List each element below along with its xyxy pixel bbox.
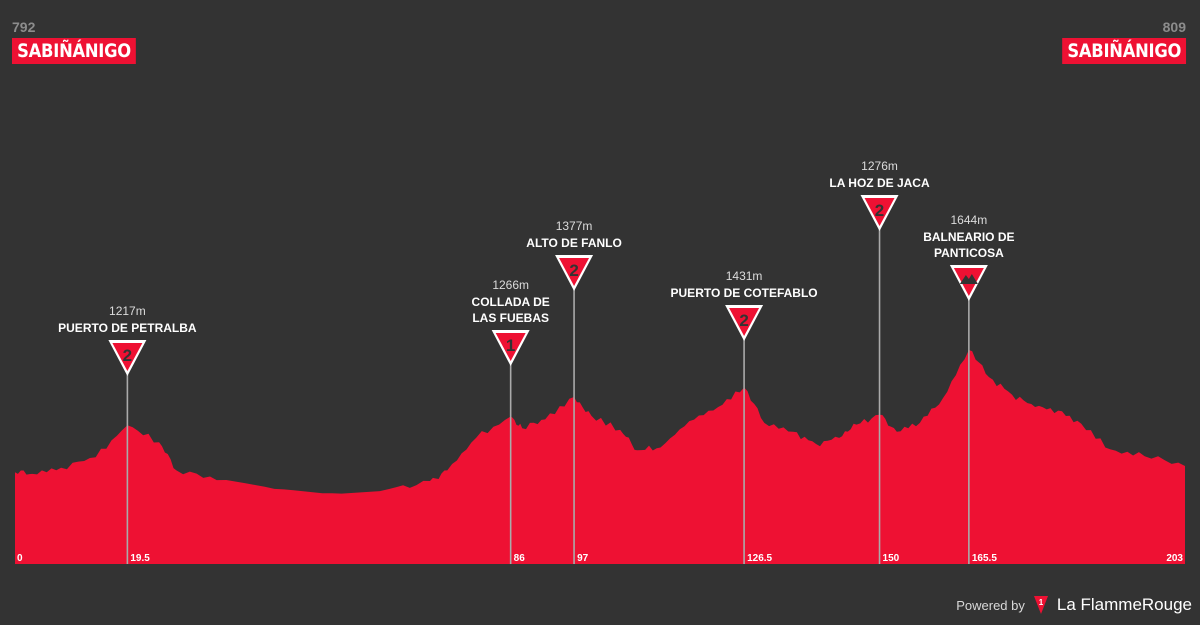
climb-name: PANTICOSA xyxy=(934,246,1004,260)
flame-rouge-logo-icon: 1 xyxy=(1033,596,1048,614)
finish-altitude: 809 xyxy=(1162,19,1186,35)
climb-name: COLLADA DE xyxy=(472,295,550,309)
climb-name: LA HOZ DE JACA xyxy=(829,176,930,190)
climb-name: LAS FUEBAS xyxy=(472,311,549,325)
climb-altitude: 1266m xyxy=(492,278,529,292)
brand-name: La FlammeRouge xyxy=(1056,595,1192,614)
climb-category: 1 xyxy=(506,336,515,355)
climb-name: PUERTO DE COTEFABLO xyxy=(671,286,818,300)
summit-finish-mountain-icon xyxy=(949,265,988,301)
category-1-triangle-icon: 1 xyxy=(491,330,530,366)
start-altitude: 792 xyxy=(12,19,36,35)
climb-altitude: 1217m xyxy=(109,304,146,318)
climb-altitude: 1431m xyxy=(726,269,763,283)
climb-category: 2 xyxy=(569,261,578,280)
category-2-triangle-icon: 2 xyxy=(555,255,594,291)
x-tick-label: 165.5 xyxy=(972,553,997,564)
elevation-profile-area xyxy=(15,350,1185,564)
climb-category: 2 xyxy=(739,311,748,330)
climb-name: BALNEARIO DE xyxy=(923,230,1014,244)
category-2-triangle-icon: 2 xyxy=(860,195,899,231)
x-tick-label: 97 xyxy=(577,553,589,564)
x-tick-label: 150 xyxy=(883,553,900,564)
x-tick-label: 203 xyxy=(1166,553,1183,564)
category-2-triangle-icon: 2 xyxy=(725,305,764,341)
finish-location: 809 SABIÑÁNIGO xyxy=(1042,20,1186,64)
powered-by-text: Powered by xyxy=(956,597,1025,613)
start-name: SABIÑÁNIGO xyxy=(12,38,137,64)
climb-category: 2 xyxy=(123,346,132,365)
climb-altitude: 1276m xyxy=(861,159,898,173)
climb-altitude: 1644m xyxy=(951,213,988,227)
finish-name: SABIÑÁNIGO xyxy=(1061,38,1186,64)
category-2-triangle-icon: 2 xyxy=(108,340,147,376)
svg-text:1: 1 xyxy=(1039,598,1044,607)
x-tick-label: 86 xyxy=(514,553,526,564)
x-tick-label: 126.5 xyxy=(747,553,772,564)
start-location: 792 SABIÑÁNIGO xyxy=(12,20,156,64)
climb-name: ALTO DE FANLO xyxy=(526,236,622,250)
x-tick-label: 0 xyxy=(17,553,23,564)
climb-altitude: 1377m xyxy=(556,219,593,233)
climb-name: PUERTO DE PETRALBA xyxy=(58,321,197,335)
climb-category: 2 xyxy=(875,201,884,220)
x-tick-label: 19.5 xyxy=(130,553,150,564)
footer-branding: Powered by 1 La FlammeRouge xyxy=(956,595,1192,615)
